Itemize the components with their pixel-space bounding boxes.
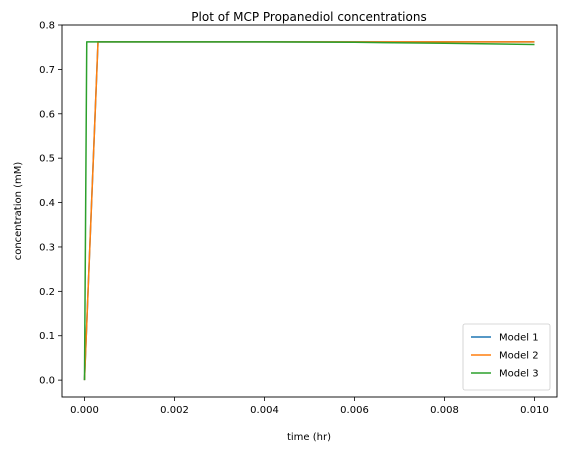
x-tick-label: 0.010 xyxy=(520,405,549,416)
x-tick-label: 0.002 xyxy=(160,405,189,416)
y-tick-label: 0.0 xyxy=(39,376,55,387)
plot-area xyxy=(83,41,535,381)
y-tick-label: 0.2 xyxy=(39,287,55,298)
legend-label: Model 3 xyxy=(499,369,539,380)
x-tick-label: 0.000 xyxy=(70,405,99,416)
x-tick-label: 0.004 xyxy=(250,405,279,416)
series-line-3 xyxy=(83,41,535,381)
y-tick-label: 0.6 xyxy=(39,109,55,120)
y-tick-label: 0.3 xyxy=(39,242,55,253)
x-tick-label: 0.006 xyxy=(340,405,369,416)
plot-frame xyxy=(61,24,558,398)
legend: Model 1 Model 2 Model 3 xyxy=(462,323,551,391)
chart-title: Plot of MCP Propanediol concentrations xyxy=(191,10,426,24)
y-tick-label: 0.1 xyxy=(39,331,55,342)
x-axis: 0.000 0.002 0.004 0.006 0.008 0.010 xyxy=(70,397,549,416)
y-tick-label: 0.4 xyxy=(39,198,55,209)
x-tick-label: 0.008 xyxy=(430,405,459,416)
x-axis-label: time (hr) xyxy=(287,432,331,443)
y-axis: 0.0 0.1 0.2 0.3 0.4 0.5 0.6 0.7 0.8 xyxy=(39,21,62,387)
y-tick-label: 0.7 xyxy=(39,65,55,76)
y-tick-label: 0.8 xyxy=(39,21,55,32)
y-tick-label: 0.5 xyxy=(39,154,55,165)
y-axis-label: concentration (mM) xyxy=(13,162,24,261)
legend-label: Model 2 xyxy=(499,351,539,362)
legend-label: Model 1 xyxy=(499,333,539,344)
